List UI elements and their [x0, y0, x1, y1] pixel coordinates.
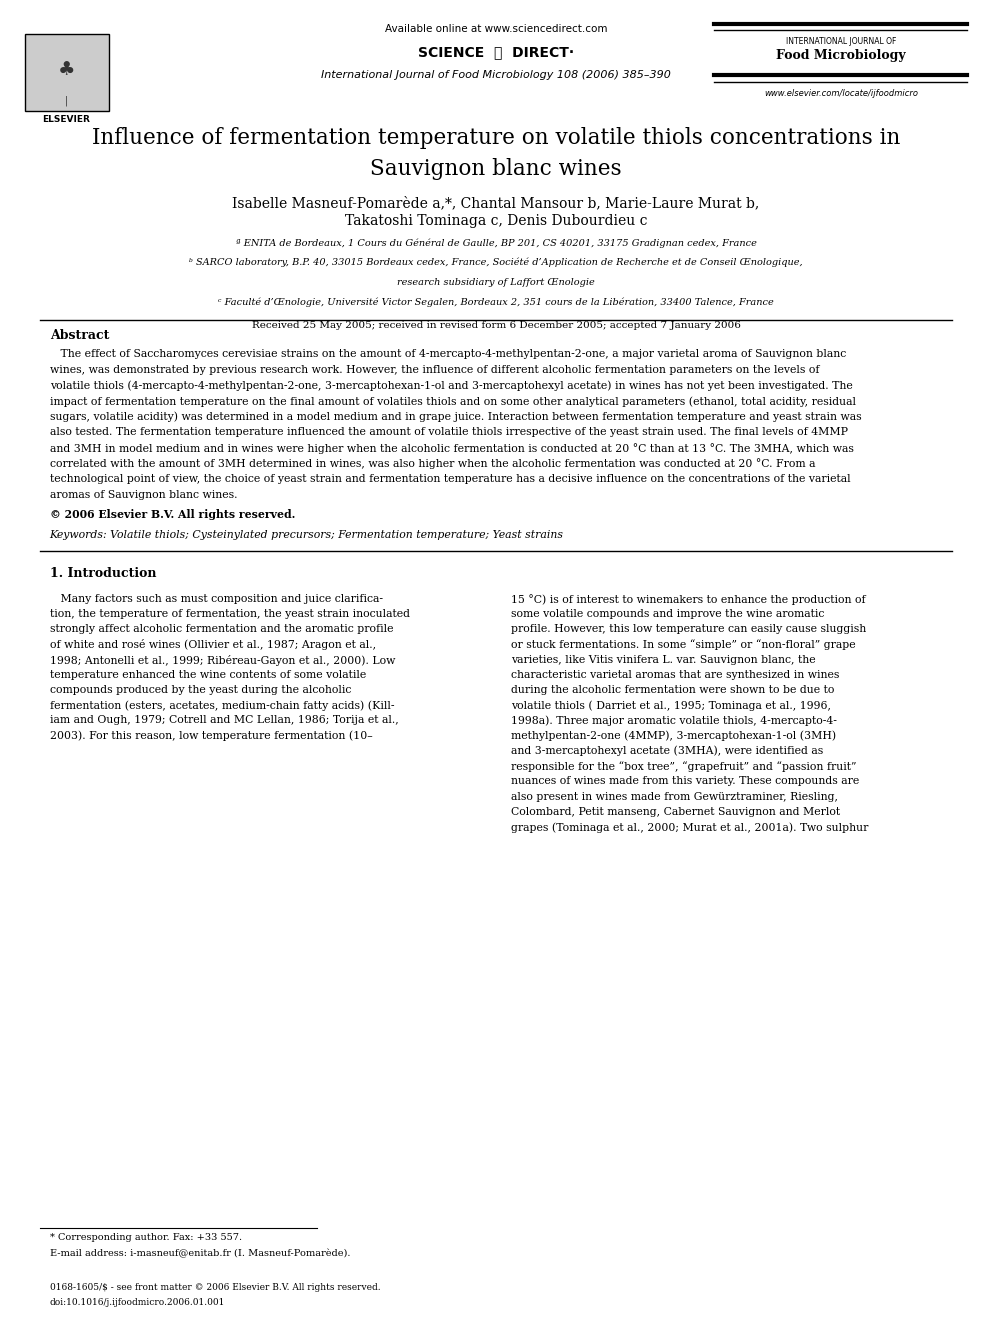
Text: Abstract: Abstract — [50, 329, 109, 343]
Text: INTERNATIONAL JOURNAL OF: INTERNATIONAL JOURNAL OF — [786, 37, 897, 46]
Text: volatile thiols ( Darriet et al., 1995; Tominaga et al., 1996,: volatile thiols ( Darriet et al., 1995; … — [511, 700, 831, 710]
Text: of white and rosé wines (Ollivier et al., 1987; Aragon et al.,: of white and rosé wines (Ollivier et al.… — [50, 639, 376, 651]
Text: ᵇ SARCO laboratory, B.P. 40, 33015 Bordeaux cedex, France, Société d’Application: ᵇ SARCO laboratory, B.P. 40, 33015 Borde… — [189, 258, 803, 267]
Text: Available online at www.sciencedirect.com: Available online at www.sciencedirect.co… — [385, 24, 607, 34]
Text: SCIENCE  ⓐ  DIRECT·: SCIENCE ⓐ DIRECT· — [418, 45, 574, 60]
Text: doi:10.1016/j.ijfoodmicro.2006.01.001: doi:10.1016/j.ijfoodmicro.2006.01.001 — [50, 1298, 225, 1307]
Text: 0168-1605/$ - see front matter © 2006 Elsevier B.V. All rights reserved.: 0168-1605/$ - see front matter © 2006 El… — [50, 1283, 380, 1293]
Text: 1998a). Three major aromatic volatile thiols, 4-mercapto-4-: 1998a). Three major aromatic volatile th… — [511, 716, 837, 726]
Text: ELSEVIER: ELSEVIER — [43, 115, 90, 124]
Text: compounds produced by the yeast during the alcoholic: compounds produced by the yeast during t… — [50, 685, 351, 695]
Text: strongly affect alcoholic fermentation and the aromatic profile: strongly affect alcoholic fermentation a… — [50, 624, 393, 634]
Text: methylpentan-2-one (4MMP), 3-mercaptohexan-1-ol (3MH): methylpentan-2-one (4MMP), 3-mercaptohex… — [511, 730, 836, 741]
Text: characteristic varietal aromas that are synthesized in wines: characteristic varietal aromas that are … — [511, 669, 839, 680]
Text: correlated with the amount of 3MH determined in wines, was also higher when the : correlated with the amount of 3MH determ… — [50, 459, 815, 470]
Text: and 3-mercaptohexyl acetate (3MHA), were identified as: and 3-mercaptohexyl acetate (3MHA), were… — [511, 746, 823, 757]
Text: nuances of wines made from this variety. These compounds are: nuances of wines made from this variety.… — [511, 777, 859, 786]
Text: aromas of Sauvignon blanc wines.: aromas of Sauvignon blanc wines. — [50, 490, 237, 500]
Text: ᶜ Faculté d’Œnologie, Université Victor Segalen, Bordeaux 2, 351 cours de la Lib: ᶜ Faculté d’Œnologie, Université Victor … — [218, 298, 774, 307]
Text: wines, was demonstrated by previous research work. However, the influence of dif: wines, was demonstrated by previous rese… — [50, 365, 819, 374]
Text: ª ENITA de Bordeaux, 1 Cours du Général de Gaulle, BP 201, CS 40201, 33175 Gradi: ª ENITA de Bordeaux, 1 Cours du Général … — [235, 238, 757, 247]
Text: Isabelle Masneuf-Pomarède a,*, Chantal Mansour b, Marie-Laure Murat b,: Isabelle Masneuf-Pomarède a,*, Chantal M… — [232, 196, 760, 210]
Text: Colombard, Petit manseng, Cabernet Sauvignon and Merlot: Colombard, Petit manseng, Cabernet Sauvi… — [511, 807, 840, 816]
Text: Food Microbiology: Food Microbiology — [777, 49, 906, 62]
Text: responsible for the “box tree”, “grapefruit” and “passion fruit”: responsible for the “box tree”, “grapefr… — [511, 761, 856, 771]
Text: during the alcoholic fermentation were shown to be due to: during the alcoholic fermentation were s… — [511, 685, 834, 695]
Text: impact of fermentation temperature on the final amount of volatiles thiols and o: impact of fermentation temperature on th… — [50, 396, 855, 406]
Text: some volatile compounds and improve the wine aromatic: some volatile compounds and improve the … — [511, 609, 824, 619]
Text: 2003). For this reason, low temperature fermentation (10–: 2003). For this reason, low temperature … — [50, 730, 372, 741]
Text: Takatoshi Tominaga c, Denis Dubourdieu c: Takatoshi Tominaga c, Denis Dubourdieu c — [345, 214, 647, 229]
Text: 15 °C) is of interest to winemakers to enhance the production of: 15 °C) is of interest to winemakers to e… — [511, 594, 865, 605]
Text: E-mail address: i-masneuf@enitab.fr (I. Masneuf-Pomarède).: E-mail address: i-masneuf@enitab.fr (I. … — [50, 1249, 350, 1258]
Text: sugars, volatile acidity) was determined in a model medium and in grape juice. I: sugars, volatile acidity) was determined… — [50, 411, 861, 422]
Text: profile. However, this low temperature can easily cause sluggish: profile. However, this low temperature c… — [511, 624, 866, 634]
Text: fermentation (esters, acetates, medium-chain fatty acids) (Kill-: fermentation (esters, acetates, medium-c… — [50, 700, 394, 710]
Text: or stuck fermentations. In some “simple” or “non-floral” grape: or stuck fermentations. In some “simple”… — [511, 639, 855, 650]
Text: volatile thiols (4-mercapto-4-methylpentan-2-one, 3-mercaptohexan-1-ol and 3-mer: volatile thiols (4-mercapto-4-methylpent… — [50, 381, 852, 392]
Text: Many factors such as must composition and juice clarifica-: Many factors such as must composition an… — [50, 594, 383, 603]
Text: Influence of fermentation temperature on volatile thiols concentrations in
Sauvi: Influence of fermentation temperature on… — [92, 127, 900, 180]
Text: research subsidiary of Laffort Œnologie: research subsidiary of Laffort Œnologie — [397, 278, 595, 287]
Text: also present in wines made from Gewürztraminer, Riesling,: also present in wines made from Gewürztr… — [511, 791, 838, 802]
Text: grapes (Tominaga et al., 2000; Murat et al., 2001a). Two sulphur: grapes (Tominaga et al., 2000; Murat et … — [511, 822, 868, 832]
Text: The effect of Saccharomyces cerevisiae strains on the amount of 4-mercapto-4-met: The effect of Saccharomyces cerevisiae s… — [50, 349, 846, 360]
Text: Received 25 May 2005; received in revised form 6 December 2005; accepted 7 Janua: Received 25 May 2005; received in revise… — [252, 321, 740, 331]
Text: |: | — [64, 95, 68, 106]
Text: varieties, like Vitis vinifera L. var. Sauvignon blanc, the: varieties, like Vitis vinifera L. var. S… — [511, 655, 815, 664]
Text: © 2006 Elsevier B.V. All rights reserved.: © 2006 Elsevier B.V. All rights reserved… — [50, 509, 295, 520]
Text: * Corresponding author. Fax: +33 557.: * Corresponding author. Fax: +33 557. — [50, 1233, 242, 1242]
Text: International Journal of Food Microbiology 108 (2006) 385–390: International Journal of Food Microbiolo… — [321, 70, 671, 81]
Text: technological point of view, the choice of yeast strain and fermentation tempera: technological point of view, the choice … — [50, 474, 850, 484]
Text: tion, the temperature of fermentation, the yeast strain inoculated: tion, the temperature of fermentation, t… — [50, 609, 410, 619]
Bar — [25, 34, 109, 111]
Text: Keywords: Volatile thiols; Cysteinylated precursors; Fermentation temperature; Y: Keywords: Volatile thiols; Cysteinylated… — [50, 531, 563, 540]
Text: 1998; Antonelli et al., 1999; Ribéreau-Gayon et al., 2000). Low: 1998; Antonelli et al., 1999; Ribéreau-G… — [50, 655, 395, 665]
Text: 1. Introduction: 1. Introduction — [50, 568, 156, 581]
Text: ♣: ♣ — [58, 61, 75, 79]
Text: temperature enhanced the wine contents of some volatile: temperature enhanced the wine contents o… — [50, 669, 366, 680]
Text: also tested. The fermentation temperature influenced the amount of volatile thio: also tested. The fermentation temperatur… — [50, 427, 847, 438]
Text: www.elsevier.com/locate/ijfoodmicro: www.elsevier.com/locate/ijfoodmicro — [764, 89, 919, 98]
Text: iam and Ough, 1979; Cotrell and MC Lellan, 1986; Torija et al.,: iam and Ough, 1979; Cotrell and MC Lella… — [50, 716, 399, 725]
Text: and 3MH in model medium and in wines were higher when the alcoholic fermentation: and 3MH in model medium and in wines wer… — [50, 443, 853, 454]
